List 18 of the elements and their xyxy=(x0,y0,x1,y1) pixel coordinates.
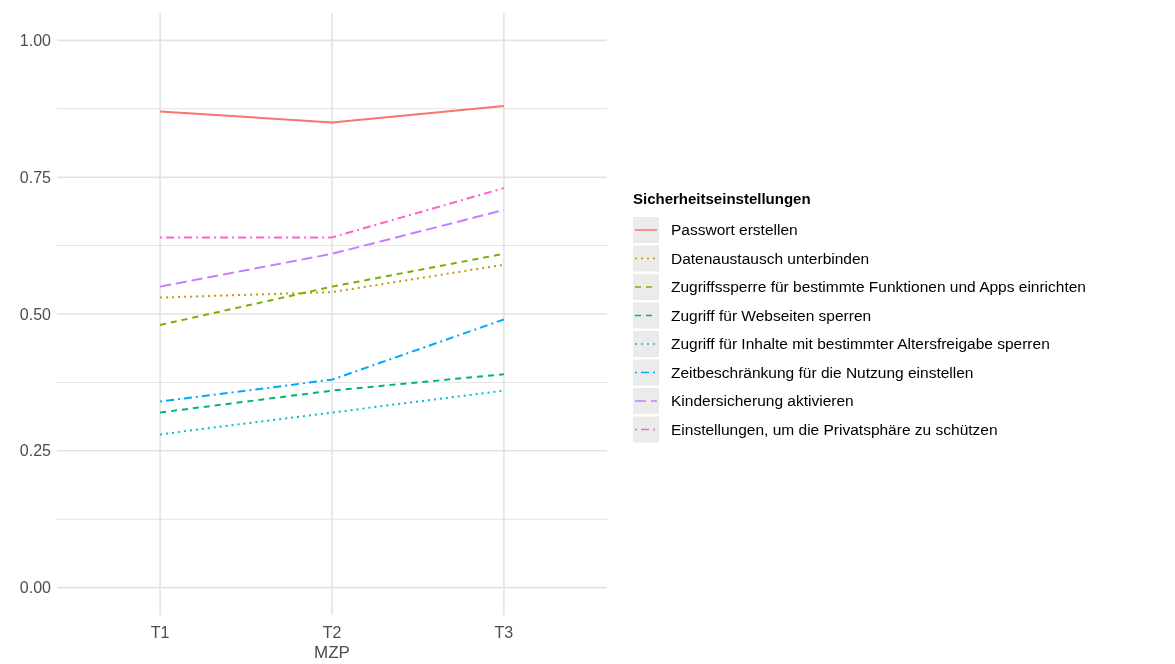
x-tick-label: T1 xyxy=(150,624,170,641)
legend-label: Zeitbeschränkung für die Nutzung einstellen xyxy=(671,363,974,381)
legend-label: Passwort erstellen xyxy=(671,221,798,239)
legend-label: Datenaustausch unterbinden xyxy=(671,249,870,267)
x-tick-label: T2 xyxy=(322,624,342,641)
y-tick-label: 0.50 xyxy=(19,305,52,323)
x-axis-title: MZP xyxy=(314,643,350,662)
legend-label: Zugriffssperre für bestimmte Funktionen und Apps einrichten xyxy=(671,278,1086,296)
y-tick-label: 0.25 xyxy=(19,442,52,460)
legend-label: Kindersicherung aktivieren xyxy=(671,392,854,410)
x-tick-label: T3 xyxy=(494,624,514,641)
legend-title: Sicherheitseinstellungen xyxy=(633,190,811,207)
legend-label: Zugriff für Webseiten sperren xyxy=(671,306,872,324)
legend-label: Zugriff für Inhalte mit bestimmter Altersfreigabe sperren xyxy=(671,335,1050,353)
legend-label: Einstellungen, um die Privatsphäre zu schützen xyxy=(671,420,998,438)
y-tick-label: 0.75 xyxy=(19,168,52,186)
y-tick-label: 1.00 xyxy=(19,31,52,49)
y-tick-label: 0.00 xyxy=(19,579,52,597)
